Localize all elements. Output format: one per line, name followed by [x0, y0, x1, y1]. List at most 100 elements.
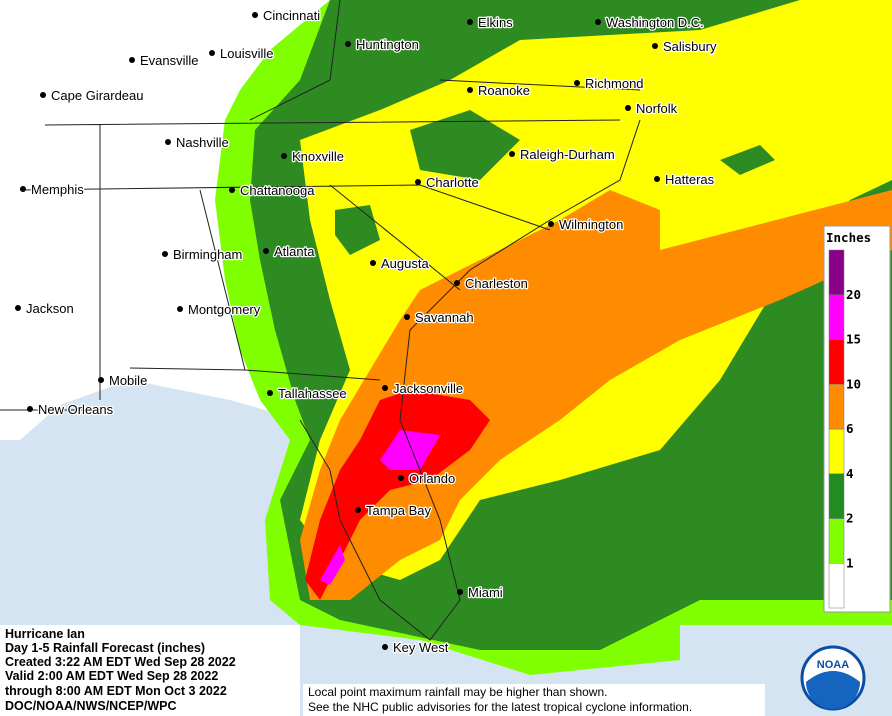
legend-swatch [828, 428, 845, 474]
city-dot [267, 390, 273, 396]
info-line: Created 3:22 AM EDT Wed Sep 28 2022 [5, 655, 236, 669]
city-label: Mobile [109, 373, 147, 388]
legend-label: 10 [846, 376, 861, 391]
city-dot [345, 41, 351, 47]
city-label: Montgomery [188, 302, 261, 317]
legend-label: 20 [846, 287, 861, 302]
logo-text: NOAA [817, 659, 849, 671]
city-dot [263, 248, 269, 254]
city-dot [398, 475, 404, 481]
city-label: Charlotte [426, 175, 479, 190]
city-label: Roanoke [478, 83, 530, 98]
city-label: Cape Girardeau [51, 88, 144, 103]
legend-swatch [828, 249, 845, 295]
coastline [299, 119, 641, 641]
city-label: New Orleans [38, 402, 114, 417]
legend-swatch [828, 384, 845, 430]
city-label: Augusta [381, 256, 429, 271]
legend: Inches 1 2 4 6 10 15 20 [823, 225, 891, 613]
city-dot [467, 87, 473, 93]
city-dot [509, 151, 515, 157]
info-line: Day 1-5 Rainfall Forecast (inches) [5, 641, 205, 655]
info-line: Valid 2:00 AM EDT Wed Sep 28 2022 [5, 669, 218, 683]
city-dot [595, 19, 601, 25]
city-dot [652, 43, 658, 49]
cities: Cincinnati Elkins Washington D.C. Huntingto… [15, 7, 718, 656]
city-label: Jackson [26, 301, 74, 316]
rain-15 [380, 430, 440, 470]
city-label: Miami [468, 585, 503, 600]
city-label: Jacksonville [393, 381, 463, 396]
city-dot [574, 80, 580, 86]
city-label: Elkins [478, 15, 513, 30]
city-dot [15, 305, 21, 311]
city-dot [454, 280, 460, 286]
city-label: Evansville [140, 53, 199, 68]
rain-2-patch [335, 205, 380, 255]
city-dot [548, 221, 554, 227]
city-label: Tampa Bay [366, 503, 432, 518]
city-label: Cincinnati [263, 8, 320, 23]
city-dot [370, 260, 376, 266]
info-line: through 8:00 AM EDT Mon Oct 3 2022 [5, 684, 227, 698]
city-dot [20, 186, 26, 192]
rain-2-patch [720, 145, 775, 175]
legend-title: Inches [826, 230, 871, 245]
city-dot [27, 406, 33, 412]
city-dot [229, 187, 235, 193]
city-label: Hatteras [665, 172, 715, 187]
city-dot [165, 139, 171, 145]
rain-10 [305, 390, 490, 600]
city-dot [209, 50, 215, 56]
city-label: Orlando [409, 471, 455, 486]
city-label: Atlanta [274, 244, 315, 259]
legend-swatch [828, 563, 845, 609]
city-dot [355, 507, 361, 513]
city-dot [129, 57, 135, 63]
city-dot [252, 12, 258, 18]
city-label: Savannah [415, 310, 474, 325]
city-dot [382, 644, 388, 650]
city-label: Washington D.C. [606, 15, 704, 30]
city-label: Norfolk [636, 101, 678, 116]
city-label: Chattanooga [240, 183, 315, 198]
city-dot [162, 251, 168, 257]
city-label: Charleston [465, 276, 528, 291]
city-label: Memphis [31, 182, 84, 197]
city-dot [40, 92, 46, 98]
rain-2-patch [410, 110, 520, 180]
city-label: Tallahassee [278, 386, 347, 401]
legend-label: 15 [846, 332, 861, 347]
logo-wave [806, 671, 860, 709]
note-line: Local point maximum rainfall may be high… [308, 685, 607, 699]
city-label: Richmond [585, 76, 644, 91]
city-label: Knoxville [292, 149, 344, 164]
city-label: Nashville [176, 135, 229, 150]
legend-swatch [828, 339, 845, 385]
city-dot [467, 19, 473, 25]
rain-15 [320, 545, 345, 585]
city-dot [382, 385, 388, 391]
city-label: Birmingham [173, 247, 242, 262]
city-dot [457, 589, 463, 595]
city-dot [404, 314, 410, 320]
city-label: Salisbury [663, 39, 717, 54]
city-label: Louisville [220, 46, 273, 61]
city-label: Huntington [356, 37, 419, 52]
city-label: Wilmington [559, 217, 623, 232]
legend-label: 4 [846, 466, 854, 481]
city-dot [281, 153, 287, 159]
legend-label: 1 [846, 555, 854, 570]
city-dot [625, 105, 631, 111]
legend-swatch [828, 518, 845, 564]
city-label: Key West [393, 640, 449, 655]
info-box [0, 625, 300, 716]
legend-label: 6 [846, 421, 854, 436]
info-line: Hurricane Ian [5, 627, 85, 641]
city-label: Raleigh-Durham [520, 147, 615, 162]
legend-label: 2 [846, 511, 854, 526]
info-line: DOC/NOAA/NWS/NCEP/WPC [5, 699, 177, 713]
state-borders [0, 0, 641, 411]
city-dot [415, 179, 421, 185]
